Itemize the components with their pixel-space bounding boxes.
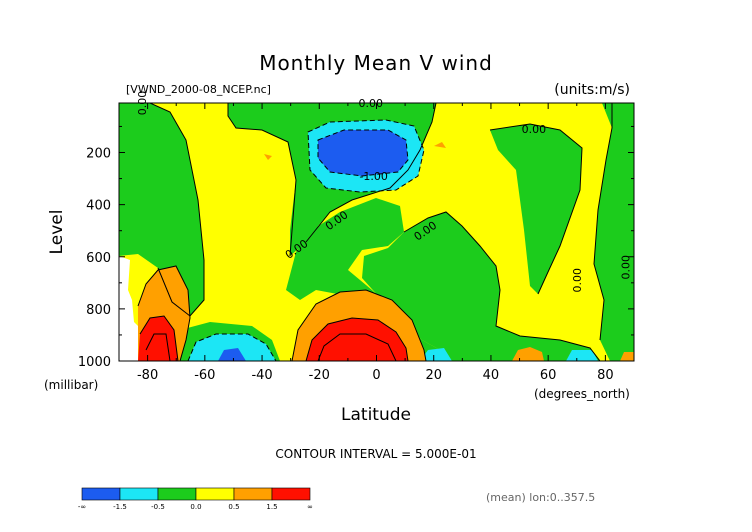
contour-line [149, 103, 205, 317]
colorbar-swatch [195, 487, 235, 501]
contour-label: 0.00 [571, 268, 584, 293]
y-tick-label: 1000 [78, 355, 111, 370]
region-orange-patch-a [264, 154, 272, 160]
colorbar-swatch [271, 487, 311, 501]
contour-line [139, 315, 179, 361]
contour-line [291, 289, 427, 361]
contour-line [307, 119, 425, 193]
y-axis-units: (millibar) [44, 378, 98, 392]
contour-label: 0.00 [619, 255, 632, 280]
x-tick-label: 0 [372, 368, 380, 383]
y-tick-label: 400 [86, 199, 111, 214]
colorbar-label: -0.5 [151, 503, 165, 511]
colorbar-swatch [119, 487, 159, 501]
colorbar-swatch [81, 487, 121, 501]
x-tick-label: -60 [194, 368, 215, 383]
contour-lines [137, 103, 613, 361]
region-green-left-column [119, 103, 204, 316]
x-tick-label: -20 [309, 368, 330, 383]
chart-title: Monthly Mean V wind [259, 51, 493, 75]
contour-line [187, 333, 277, 361]
contour-line [305, 103, 437, 243]
region-orange-patch-b [434, 142, 446, 148]
contour-label: 0.00 [522, 123, 547, 136]
region-orange-bottom-right [512, 347, 544, 361]
colorbar-label: -∞ [78, 503, 86, 511]
region-missing-data [119, 256, 138, 361]
colorbar-swatch [233, 487, 273, 501]
contour-line [137, 265, 191, 361]
contour-line [593, 103, 613, 341]
colorbar-label: 1.5 [266, 503, 277, 511]
colorbar-label: ∞ [307, 503, 313, 511]
x-axis: -80 -60 -40 -20 0 20 40 60 80 [118, 103, 635, 383]
x-tick-label: -80 [137, 368, 158, 383]
contour-line [227, 103, 297, 257]
region-green-right-column [594, 103, 634, 361]
region-cyan-bottom-left [188, 334, 276, 361]
region-green-center-tongue [286, 198, 448, 361]
region-blue-upper [318, 130, 408, 176]
colorbar-swatch [157, 487, 197, 501]
x-tick-label: 20 [425, 368, 442, 383]
x-tick-label: 80 [597, 368, 614, 383]
region-blue-bottom-left [218, 348, 246, 361]
y-axis: 200 400 600 800 1000 [78, 125, 634, 370]
x-tick-label: -40 [251, 368, 272, 383]
y-axis-title: Level [47, 210, 67, 255]
x-axis-units: (degrees_north) [534, 387, 630, 401]
average-note: (mean) lon:0..357.5 [486, 491, 595, 504]
contour-line [489, 123, 583, 295]
contour-line [317, 333, 397, 361]
contour-label: -1.00 [359, 170, 387, 183]
x-tick-label: 60 [540, 368, 557, 383]
contour-line [305, 317, 409, 361]
x-axis-title: Latitude [341, 405, 411, 425]
dataset-label: [VWND_2000-08_NCEP.nc] [126, 83, 271, 96]
colorbar: -∞ -1.5 -0.5 0.0 0.5 1.5 ∞ [78, 487, 313, 511]
contour-line [403, 211, 601, 361]
x-tick-label: 40 [483, 368, 500, 383]
units-label: (units:m/s) [554, 82, 630, 98]
contour-line [317, 129, 409, 177]
region-orange-patch-c [620, 352, 634, 361]
y-tick-label: 600 [86, 251, 111, 266]
contour-line [145, 333, 171, 361]
region-green-right-top [490, 124, 582, 294]
y-tick-label: 800 [86, 303, 111, 318]
region-cyan-bottom-right [566, 350, 598, 361]
region-cyan-bottom-mid [420, 348, 452, 361]
contour-interval-label: CONTOUR INTERVAL = 5.000E-01 [275, 447, 476, 461]
y-tick-label: 200 [86, 147, 111, 162]
colorbar-label: 0.5 [228, 503, 239, 511]
region-green-midright-band [362, 212, 600, 361]
colorbar-label: 0.0 [190, 503, 201, 511]
colorbar-label: -1.5 [113, 503, 127, 511]
region-red-bottom-center [306, 318, 408, 361]
contour-field [119, 103, 634, 361]
